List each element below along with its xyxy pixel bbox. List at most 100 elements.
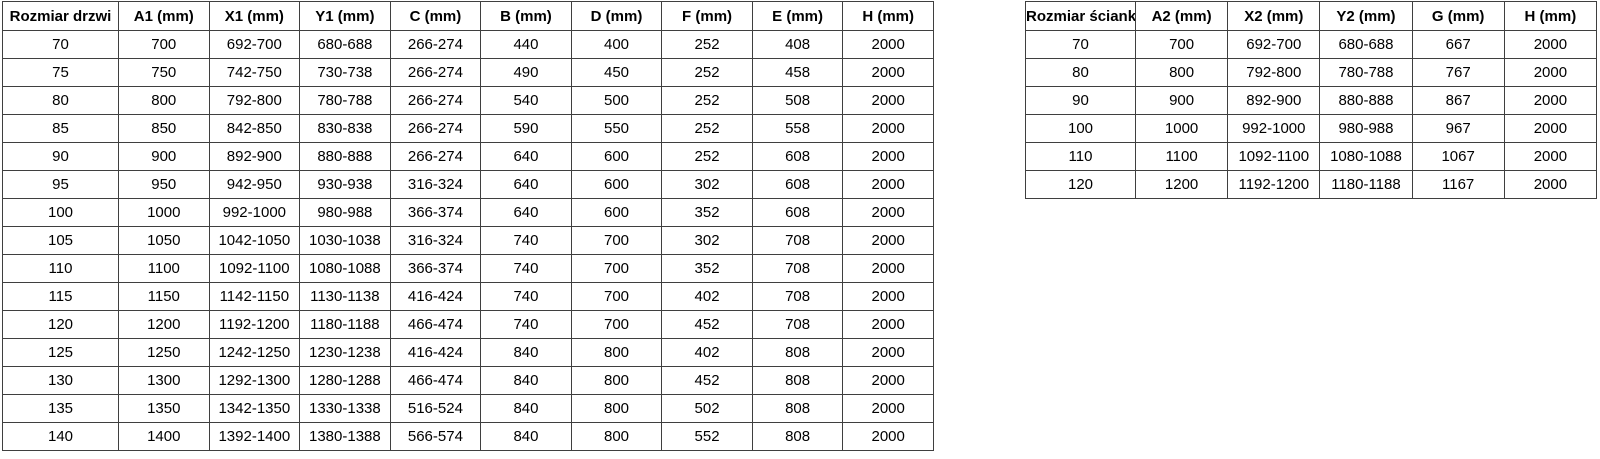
table-cell: 70 [1025, 30, 1136, 59]
column-header: Y2 (mm) [1319, 1, 1413, 31]
table-cell: 880-888 [1319, 86, 1413, 115]
table-cell: 1350 [118, 394, 210, 423]
table-cell: 667 [1411, 30, 1505, 59]
table-cell: 808 [751, 394, 844, 423]
table-cell: 2000 [1503, 170, 1598, 199]
column-header: G (mm) [1411, 1, 1505, 31]
table-cell: 900 [118, 142, 210, 171]
table-cell: 125 [2, 338, 119, 367]
table-cell: 980-988 [299, 198, 391, 227]
column-header: X2 (mm) [1227, 1, 1321, 31]
table-cell: 700 [570, 310, 663, 339]
table-cell: 780-788 [299, 86, 391, 115]
table-cell: 366-374 [389, 198, 482, 227]
table-cell: 740 [480, 310, 572, 339]
table-cell: 867 [1411, 86, 1505, 115]
table-cell: 808 [751, 338, 844, 367]
table-cell: 700 [570, 254, 663, 283]
table-cell: 800 [570, 366, 663, 395]
table-cell: 1100 [1134, 142, 1229, 171]
table-cell: 1080-1088 [1319, 142, 1413, 171]
table-cell: 680-688 [299, 30, 391, 59]
table-cell: 115 [2, 282, 119, 311]
table-cell: 900 [1134, 86, 1229, 115]
table-row: 80 800 792-800 780-788 266-274 540 500 252 508 20… [2, 86, 934, 115]
table-cell: 800 [1134, 58, 1229, 87]
table-cell: 2000 [842, 394, 934, 423]
table-cell: 800 [570, 422, 663, 451]
table-cell: 700 [570, 282, 663, 311]
table-cell: 90 [2, 142, 119, 171]
table-cell: 792-800 [1227, 58, 1321, 87]
table-cell: 1150 [118, 282, 210, 311]
table-cell: 452 [661, 366, 753, 395]
column-header: A2 (mm) [1134, 1, 1229, 31]
table-cell: 252 [661, 86, 753, 115]
table-cell: 600 [570, 142, 663, 171]
table-cell: 2000 [842, 422, 934, 451]
table-cell: 2000 [1503, 114, 1598, 143]
table-cell: 980-988 [1319, 114, 1413, 143]
column-header: F (mm) [661, 1, 753, 31]
table-cell: 266-274 [389, 58, 482, 87]
table-cell: 1000 [1134, 114, 1229, 143]
table-row: 125 1250 1242-1250 1230-1238 416-424 840 800 40… [2, 338, 934, 367]
table-cell: 708 [751, 282, 844, 311]
table-cell: 750 [118, 58, 210, 87]
table-cell: 490 [480, 58, 572, 87]
table-cell: 100 [2, 198, 119, 227]
table-cell: 1042-1050 [208, 226, 301, 255]
table-row: 110 1100 1092-1100 1080-1088 366-374 740 700 35… [2, 254, 934, 283]
table-cell: 730-738 [299, 58, 391, 87]
table-row: 95 950 942-950 930-938 316-324 640 600 302 608 20… [2, 170, 934, 199]
column-header: Rozmiar drzwi [2, 1, 119, 31]
table-cell: 850 [118, 114, 210, 143]
table-cell: 402 [661, 338, 753, 367]
table-cell: 680-688 [1319, 30, 1413, 59]
table-cell: 2000 [1503, 58, 1598, 87]
table-cell: 135 [2, 394, 119, 423]
table-row: 80 800 792-800 780-788 767 2000 [1025, 58, 1598, 87]
table-cell: 266-274 [389, 30, 482, 59]
table-cell: 880-888 [299, 142, 391, 171]
table-cell: 600 [570, 170, 663, 199]
table-cell: 608 [751, 142, 844, 171]
table-cell: 780-788 [1319, 58, 1413, 87]
table-cell: 120 [2, 310, 119, 339]
table-cell: 1342-1350 [208, 394, 301, 423]
table-cell: 252 [661, 30, 753, 59]
table-cell: 608 [751, 170, 844, 199]
table-cell: 508 [751, 86, 844, 115]
table-cell: 2000 [1503, 142, 1598, 171]
table-cell: 708 [751, 310, 844, 339]
table-cell: 700 [570, 226, 663, 255]
table-cell: 1100 [118, 254, 210, 283]
table-row: 75 750 742-750 730-738 266-274 490 450 252 458 20… [2, 58, 934, 87]
table-cell: 130 [2, 366, 119, 395]
table-row: 105 1050 1042-1050 1030-1038 316-324 740 700 30… [2, 226, 934, 255]
table-row: 130 1300 1292-1300 1280-1288 466-474 840 800 45… [2, 366, 934, 395]
table-cell: 700 [118, 30, 210, 59]
table-cell: 2000 [842, 282, 934, 311]
table-cell: 2000 [842, 310, 934, 339]
table-cell: 2000 [842, 114, 934, 143]
table-cell: 1400 [118, 422, 210, 451]
table-cell: 140 [2, 422, 119, 451]
table-cell: 640 [480, 198, 572, 227]
table-cell: 516-524 [389, 394, 482, 423]
table-cell: 80 [1025, 58, 1136, 87]
table-row: 100 1000 992-1000 980-988 967 2000 [1025, 114, 1598, 143]
table-cell: 252 [661, 142, 753, 171]
table-row: 120 1200 1192-1200 1180-1188 1167 2000 [1025, 170, 1598, 199]
table-cell: 552 [661, 422, 753, 451]
table-cell: 792-800 [208, 86, 301, 115]
table-cell: 808 [751, 366, 844, 395]
table-cell: 930-938 [299, 170, 391, 199]
table-cell: 692-700 [208, 30, 301, 59]
column-header: D (mm) [570, 1, 663, 31]
table-cell: 266-274 [389, 86, 482, 115]
table-cell: 85 [2, 114, 119, 143]
table-row: 100 1000 992-1000 980-988 366-374 640 600 352 60… [2, 198, 934, 227]
table-cell: 1050 [118, 226, 210, 255]
